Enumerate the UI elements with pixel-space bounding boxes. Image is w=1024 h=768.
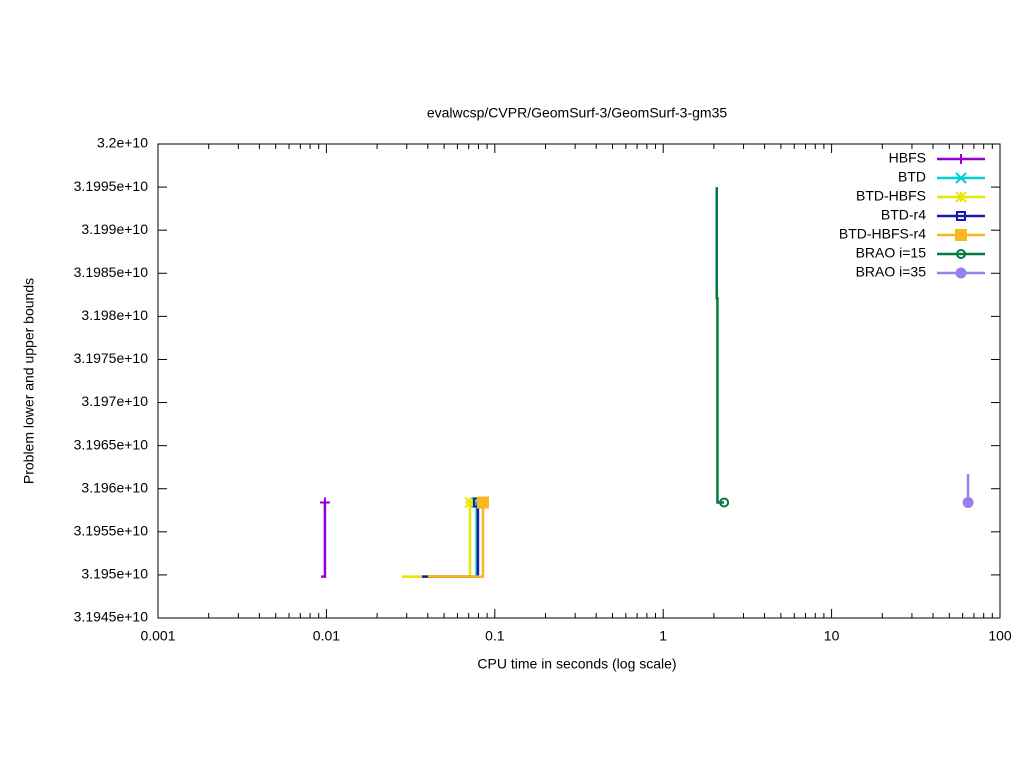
y-tick-label: 3.199e+10 [81, 221, 148, 237]
marker [955, 229, 967, 241]
y-tick-label: 3.1975e+10 [74, 350, 149, 366]
legend-label: BTD-HBFS-r4 [839, 226, 926, 242]
y-tick-label: 3.1995e+10 [74, 178, 149, 194]
marker [962, 497, 974, 509]
marker [955, 172, 967, 184]
x-tick-label: 1 [659, 628, 667, 644]
marker [719, 497, 730, 508]
y-axis-label: Problem lower and upper bounds [21, 278, 37, 484]
marker [955, 191, 967, 203]
legend-label: BTD-HBFS [856, 188, 926, 204]
y-tick-label: 3.1965e+10 [74, 436, 149, 452]
chart-title: evalwcsp/CVPR/GeomSurf-3/GeomSurf-3-gm35 [427, 105, 728, 121]
y-tick-label: 3.198e+10 [81, 307, 148, 323]
x-tick-label: 10 [824, 628, 840, 644]
x-tick-label: 0.001 [140, 628, 175, 644]
marker [956, 249, 966, 259]
series-line [401, 502, 472, 578]
marker [956, 154, 966, 164]
y-tick-label: 3.197e+10 [81, 393, 148, 409]
y-tick-label: 3.2e+10 [97, 135, 148, 151]
marker [955, 267, 967, 279]
y-tick-label: 3.195e+10 [81, 566, 148, 582]
marker [956, 211, 966, 221]
series-line [420, 502, 478, 578]
x-tick-label: 100 [988, 628, 1012, 644]
y-tick-label: 3.1955e+10 [74, 523, 149, 539]
x-tick-label: 0.1 [485, 628, 505, 644]
marker [464, 496, 476, 509]
legend-label: BTD-r4 [881, 207, 926, 223]
x-axis-label: CPU time in seconds (log scale) [477, 656, 676, 672]
y-tick-label: 3.196e+10 [81, 479, 148, 495]
legend-label: BRAO i=35 [856, 264, 927, 280]
x-tick-label: 0.01 [313, 628, 340, 644]
legend-label: BTD [898, 169, 926, 185]
y-tick-label: 3.1985e+10 [74, 264, 149, 280]
legend-label: BRAO i=15 [856, 245, 927, 261]
marker [319, 497, 330, 508]
y-tick-label: 3.1945e+10 [74, 609, 149, 625]
plot-frame [157, 143, 1001, 619]
series-line [715, 187, 725, 504]
marker [477, 496, 490, 509]
series-line [321, 502, 327, 578]
legend-label: HBFS [889, 150, 926, 166]
series-line [428, 502, 485, 578]
